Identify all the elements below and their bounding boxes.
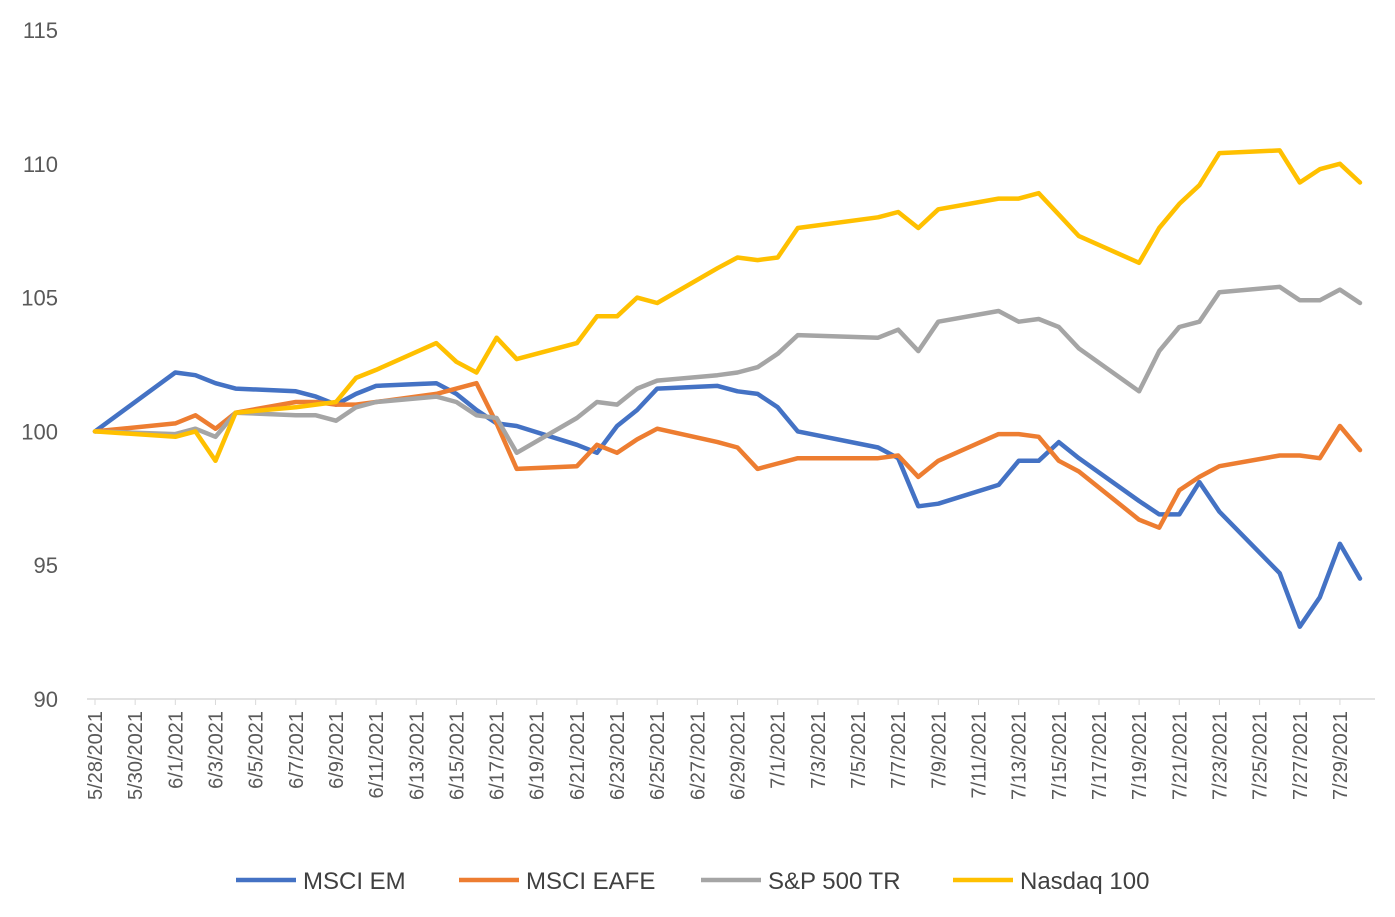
series-line <box>92 284 1363 456</box>
series-layer <box>92 148 1363 629</box>
y-axis-ticks: 90 95 100 105 110 115 <box>21 18 58 712</box>
x-tick-label: 7/25/2021 <box>1250 711 1272 800</box>
y-tick-label: 115 <box>23 18 58 43</box>
y-tick-label: 95 <box>34 553 58 578</box>
x-tick-label: 6/25/2021 <box>647 711 669 800</box>
series-group <box>92 370 1363 629</box>
x-tick-label: 7/13/2021 <box>1009 711 1031 800</box>
legend-label: MSCI EAFE <box>526 868 655 895</box>
x-tick-label: 6/11/2021 <box>366 711 388 799</box>
x-tick-label: 6/3/2021 <box>205 711 227 789</box>
x-tick-label: 6/21/2021 <box>567 711 589 800</box>
series-line <box>92 380 1363 530</box>
x-tick-label: 7/17/2021 <box>1089 711 1111 800</box>
y-tick-label: 100 <box>21 419 58 444</box>
x-tick-label: 7/7/2021 <box>888 711 910 789</box>
x-tick-label: 7/21/2021 <box>1169 711 1191 800</box>
series-group <box>92 380 1363 530</box>
x-tick-label: 6/9/2021 <box>326 711 348 789</box>
x-tick-label: 6/13/2021 <box>406 711 428 800</box>
y-tick-label: 110 <box>23 152 58 177</box>
x-tick-label: 5/30/2021 <box>125 711 147 800</box>
x-tick-label: 7/15/2021 <box>1049 711 1071 800</box>
x-tick-label: 6/15/2021 <box>446 711 468 800</box>
x-tick-label: 7/23/2021 <box>1209 711 1231 800</box>
x-tick-label: 6/17/2021 <box>487 711 509 800</box>
x-tick-label: 6/23/2021 <box>607 711 629 800</box>
x-axis-ticks: 5/28/2021 5/30/2021 6/1/2021 6/3/2021 6/5/20… <box>85 699 1352 800</box>
legend: MSCI EM MSCI EAFE S&P 500 TR Nasdaq 100 <box>236 868 1149 895</box>
legend-label: S&P 500 TR <box>768 868 901 895</box>
series-line <box>92 370 1363 629</box>
legend-label: Nasdaq 100 <box>1020 868 1149 895</box>
series-group <box>92 284 1363 456</box>
x-tick-label: 6/1/2021 <box>165 711 187 789</box>
y-tick-label: 90 <box>34 687 58 712</box>
x-tick-label: 7/19/2021 <box>1129 711 1151 800</box>
x-tick-label: 5/28/2021 <box>85 711 107 800</box>
series-line <box>92 148 1363 464</box>
x-tick-label: 6/29/2021 <box>728 711 750 800</box>
y-tick-label: 105 <box>21 286 58 311</box>
x-tick-label: 7/1/2021 <box>768 711 790 789</box>
x-tick-label: 6/27/2021 <box>687 711 709 800</box>
x-tick-label: 6/7/2021 <box>286 711 308 789</box>
legend-label: MSCI EM <box>303 868 406 895</box>
x-tick-label: 6/19/2021 <box>527 711 549 800</box>
x-tick-label: 7/3/2021 <box>808 711 830 789</box>
x-tick-label: 7/27/2021 <box>1290 711 1312 800</box>
series-group <box>92 148 1363 464</box>
x-tick-label: 7/5/2021 <box>848 711 870 789</box>
x-tick-label: 7/11/2021 <box>968 711 990 799</box>
x-tick-label: 6/5/2021 <box>246 711 268 789</box>
x-tick-label: 7/9/2021 <box>928 711 950 789</box>
x-tick-label: 7/29/2021 <box>1330 711 1352 800</box>
